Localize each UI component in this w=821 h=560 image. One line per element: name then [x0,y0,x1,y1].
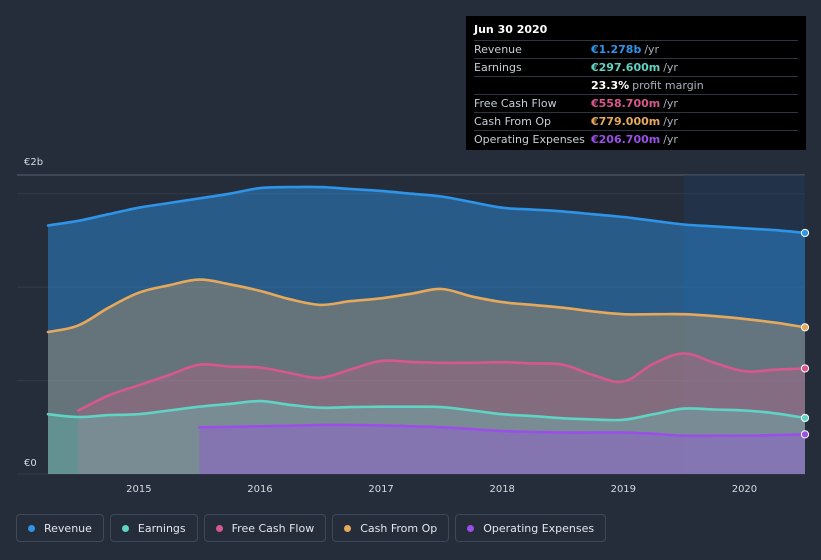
x-tick-label: 2018 [489,484,514,495]
legend-label: Free Cash Flow [231,521,315,535]
tooltip-row-value: 23.3% [591,79,630,92]
tooltip-row-label: Cash From Op [474,115,552,128]
cash-from-op-line [46,278,807,334]
operating-expenses-area [199,424,805,474]
legend-item-cash-from-op[interactable]: Cash From Op [332,514,450,542]
x-tick-label: 2016 [247,484,272,495]
series-areas [48,186,805,474]
tooltip-row-value: €779.000m [591,115,661,128]
legend-item-free-cash-flow[interactable]: Free Cash Flow [203,514,327,542]
legend-item-revenue[interactable]: Revenue [16,514,104,542]
tooltip-row: 23.3% profit margin [474,76,798,94]
y-tick-label-top: €2b [24,157,43,168]
cash-from-op-area [48,279,805,474]
legend-label: Earnings [137,521,186,535]
tooltip-row-unit: profit margin [632,79,704,92]
tooltip-row-label: Earnings [474,61,522,74]
legend-dot-icon [121,524,129,532]
tooltip-row-label: Operating Expenses [474,133,585,146]
tooltip-row-unit: /yr [663,97,678,110]
x-tick-label: 2020 [732,484,757,495]
tooltip-row-value: €206.700m [591,133,661,146]
series-end-markers[interactable] [800,228,810,439]
tooltip-row-value: €297.600m [591,61,661,74]
x-tick-label: 2017 [368,484,393,495]
tooltip-row-unit: /yr [663,115,678,128]
x-axis-ticks: 2015 2016 2017 2018 2019 2020 [126,484,757,495]
tooltip-row-unit: /yr [663,61,678,74]
tooltip-row: Free Cash Flow €558.700m/yr [474,94,798,112]
earnings-end-point[interactable] [800,413,810,423]
operating-expenses-end-point[interactable] [800,430,810,439]
legend-dot-icon [344,524,352,532]
revenue-end-point[interactable] [800,228,810,238]
legend-dot-icon [28,524,35,532]
earnings-area [48,401,805,474]
tooltip-row-value: €558.700m [591,97,661,110]
legend-label: Operating Expenses [483,521,595,535]
chart-legend: Revenue Earnings Free Cash Flow Cash From O… [16,514,607,542]
tooltip-row-unit: /yr [663,133,678,146]
legend-dot-icon [467,524,475,532]
legend-item-operating-expenses[interactable]: Operating Expenses [455,514,607,542]
free-cash-flow-area [78,353,805,474]
cash-from-op-end-point[interactable] [800,323,810,332]
tooltip-row-label: Revenue [474,43,522,56]
legend-dot-icon [215,524,223,532]
legend-item-earnings[interactable]: Earnings [109,514,198,542]
earnings-line [46,399,807,422]
operating-expenses-line [198,423,807,438]
tooltip-row: Earnings €297.600m/yr [474,58,798,76]
free-cash-flow-end-point[interactable] [800,364,810,373]
tooltip-row-value: €1.278b [591,43,642,56]
series-lines [46,185,807,438]
data-tooltip: Jun 30 2020 Revenue €1.278b/yr Earnings €29… [466,16,806,150]
tooltip-rows: Revenue €1.278b/yr Earnings €297.600m/yr 23.… [474,40,798,148]
tooltip-row: Revenue €1.278b/yr [474,40,798,58]
x-tick-label: 2019 [611,484,636,495]
y-tick-label-bottom: €0 [24,458,37,469]
grid-lines [17,174,805,475]
free-cash-flow-line [77,352,807,412]
y-axis-ticks: €2b €0 [24,157,43,469]
tooltip-row: Cash From Op €779.000m/yr [474,112,798,130]
tooltip-row-label: Free Cash Flow [474,97,557,110]
legend-label: Revenue [44,521,92,535]
tooltip-date: Jun 30 2020 [474,23,548,36]
x-tick-label: 2015 [126,484,151,495]
legend-label: Cash From Op [360,521,438,535]
revenue-line [46,185,807,235]
tooltip-row-unit: /yr [644,43,660,56]
tooltip-row: Operating Expenses €206.700m/yr [474,130,798,148]
